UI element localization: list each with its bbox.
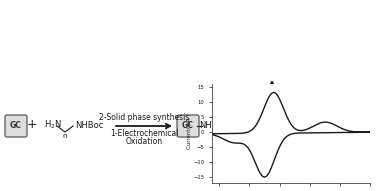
Text: GC: GC <box>182 121 194 130</box>
Text: n: n <box>218 133 222 139</box>
Text: H$_2$N: H$_2$N <box>44 119 62 131</box>
FancyBboxPatch shape <box>5 115 27 137</box>
Text: NH: NH <box>227 121 239 129</box>
Text: O: O <box>302 104 308 112</box>
Text: 1-Electrochemical: 1-Electrochemical <box>110 129 178 138</box>
Text: O: O <box>279 104 286 112</box>
Text: GC: GC <box>10 121 22 130</box>
Text: NHBoc: NHBoc <box>75 121 103 129</box>
Y-axis label: Current/ μA: Current/ μA <box>186 118 192 149</box>
Text: CV: CV <box>256 90 272 100</box>
FancyBboxPatch shape <box>177 115 199 137</box>
Text: O: O <box>279 154 286 163</box>
Text: Oxidation: Oxidation <box>125 137 163 146</box>
Text: +: + <box>27 117 37 130</box>
Text: NH: NH <box>200 121 212 129</box>
Text: O: O <box>302 154 308 163</box>
Text: n: n <box>63 133 67 139</box>
Text: 2-Solid phase synthesis: 2-Solid phase synthesis <box>99 113 189 122</box>
